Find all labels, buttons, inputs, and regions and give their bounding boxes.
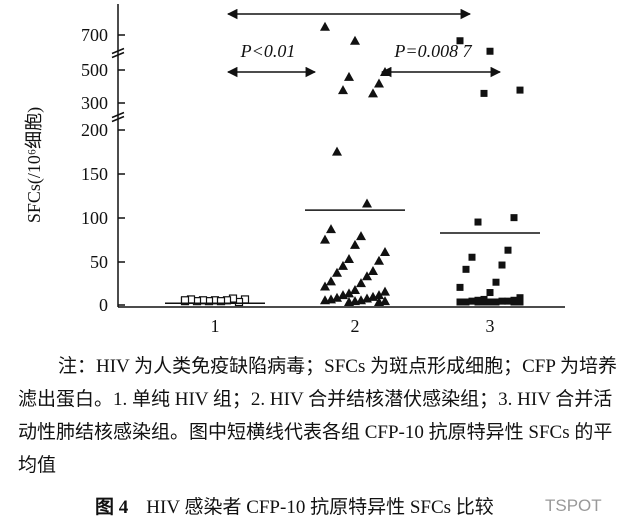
data-point: [344, 297, 354, 306]
data-point: [374, 78, 384, 88]
data-point: [326, 224, 336, 234]
data-point: [516, 294, 524, 302]
axis-break: [111, 111, 125, 123]
data-point: [516, 298, 524, 306]
data-point: [456, 298, 464, 306]
data-point: [326, 276, 336, 286]
data-point: [456, 37, 464, 45]
data-point: [474, 218, 482, 226]
annotation: P<0.01: [240, 41, 296, 61]
y-tick-label: 0: [99, 295, 108, 315]
data-point: [504, 297, 512, 305]
y-tick-label: 700: [81, 25, 108, 45]
data-point: [350, 284, 360, 294]
x-tick-label: 1: [211, 316, 220, 336]
data-point: [374, 290, 384, 300]
data-point: [338, 260, 348, 270]
y-tick-label: 50: [90, 252, 108, 272]
data-point: [350, 239, 360, 249]
axis-break: [111, 47, 125, 59]
data-point: [480, 298, 488, 306]
data-point: [350, 296, 360, 306]
data-point: [456, 283, 464, 291]
chart: P<0.01 P=0.008 7 SFCs(/10⁶细胞) 0 50 100 150 2…: [24, 4, 565, 336]
watermark: TSPOT: [545, 496, 602, 515]
data-point: [332, 146, 342, 156]
figure-title: HIV 感染者 CFP-10 抗原特异性 SFCs 比较: [146, 497, 494, 518]
data-point: [320, 234, 330, 244]
data-point: [356, 295, 366, 305]
data-point: [320, 295, 330, 305]
data-point: [368, 88, 378, 98]
data-point: [356, 278, 366, 288]
data-point: [486, 298, 494, 306]
data-point: [338, 290, 348, 300]
data-point: [320, 281, 330, 291]
annotation: P=0.008 7: [393, 41, 472, 61]
data-point: [462, 265, 470, 273]
x-tick-label: 2: [351, 316, 360, 336]
y-tick-label: 200: [81, 120, 108, 140]
data-point: [368, 266, 378, 276]
y-tick-label: 100: [81, 208, 108, 228]
data-point: [380, 286, 390, 296]
note: 注：HIV 为人类免疫缺陷病毒；SFCs 为斑点形成细胞；CFP 为培养滤出蛋白…: [18, 356, 617, 476]
data-point: [332, 292, 342, 302]
data-point: [510, 214, 518, 222]
y-tick-label: 300: [81, 93, 108, 113]
data-point: [362, 293, 372, 303]
data-point: [380, 246, 390, 256]
data-point: [344, 254, 354, 263]
data-point: [380, 66, 390, 76]
data-point: [344, 288, 354, 298]
data-point: [362, 198, 372, 208]
data-point: [374, 297, 384, 306]
x-tick-label: 3: [486, 316, 495, 336]
y-tick-label: 500: [81, 60, 108, 80]
data-point: [216, 297, 226, 306]
data-point: [474, 298, 482, 306]
data-point: [498, 261, 506, 269]
figure-label: 图 4: [95, 497, 129, 518]
data-point: [486, 289, 494, 297]
data-point: [320, 21, 330, 31]
data-point: [516, 86, 524, 94]
data-point: [480, 89, 488, 97]
data-point: [332, 267, 342, 277]
data-point: [498, 297, 506, 305]
data-point: [350, 35, 360, 45]
data-point: [368, 291, 378, 301]
data-point: [468, 297, 476, 305]
data-point: [462, 298, 470, 306]
data-point: [492, 278, 500, 286]
data-point: [344, 71, 354, 81]
y-axis-label: SFCs(/10⁶细胞): [24, 107, 45, 223]
data-point: [338, 85, 348, 95]
data-point: [380, 296, 390, 306]
data-point: [504, 246, 512, 254]
data-point: [326, 294, 336, 304]
y-tick-label: 150: [81, 164, 108, 184]
data-point: [510, 298, 518, 306]
figure-caption: 图 4 HIV 感染者 CFP-10 抗原特异性 SFCs 比较: [95, 492, 494, 519]
data-point: [486, 47, 494, 55]
data-point: [468, 253, 476, 261]
data-point: [492, 298, 500, 306]
data-point: [356, 231, 366, 241]
data-point: [362, 271, 372, 281]
data-point: [374, 255, 384, 265]
